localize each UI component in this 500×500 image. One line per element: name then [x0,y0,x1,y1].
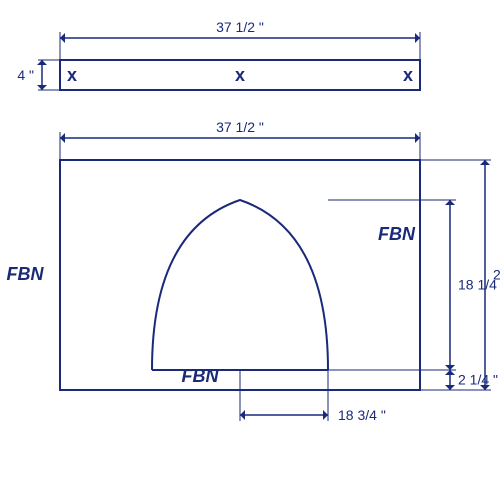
arrowhead [60,133,65,143]
arrowhead [37,85,47,90]
arrowhead [445,385,455,390]
arrowhead [415,33,420,43]
fbn-right: FBN [378,224,416,244]
x-mark: x [235,65,245,85]
arrowhead [445,370,455,375]
x-mark: x [403,65,413,85]
main-rect [60,160,420,390]
fbn-left: FBN [7,264,45,284]
dimension-label: 24 3/4 " [493,267,500,283]
technical-drawing: 37 1/2 "4 "xxx37 1/2 "18 1/4 "2 1/4 "24 … [0,0,500,500]
dimension-label: 37 1/2 " [216,119,264,135]
dimension-label: 37 1/2 " [216,19,264,35]
dim-strip-height: 4 " [17,67,34,83]
arrowhead [415,133,420,143]
x-mark: x [67,65,77,85]
dim-arch-width: 18 3/4 " [338,407,386,423]
arrowhead [323,410,328,420]
arrowhead [37,60,47,65]
arrowhead [60,33,65,43]
arrowhead [445,200,455,205]
arch-cutout [152,200,328,370]
dimension-label: 2 1/4 " [458,372,498,388]
arrowhead [240,410,245,420]
arrowhead [445,365,455,370]
fbn-bottom: FBN [182,366,220,386]
arrowhead [480,160,490,165]
